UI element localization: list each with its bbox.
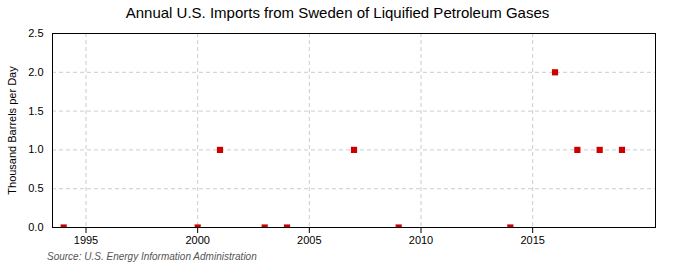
- svg-text:2.0: 2.0: [28, 66, 43, 78]
- svg-text:1995: 1995: [74, 234, 98, 246]
- svg-text:0.0: 0.0: [28, 221, 43, 233]
- svg-text:2.5: 2.5: [28, 27, 43, 39]
- svg-text:2015: 2015: [520, 234, 544, 246]
- svg-text:2010: 2010: [409, 234, 433, 246]
- svg-text:1.5: 1.5: [28, 105, 43, 117]
- svg-text:2000: 2000: [185, 234, 209, 246]
- svg-text:2005: 2005: [297, 234, 321, 246]
- svg-text:1.0: 1.0: [28, 143, 43, 155]
- html-text:Source: U.S. Energy Informatio: Source: U.S. Energy Information Administ…: [47, 251, 257, 262]
- svg-text:0.5: 0.5: [28, 182, 43, 194]
- html-text:Annual U.S. Imports from Swede: Annual U.S. Imports from Sweden of Liqui…: [125, 4, 550, 21]
- svg-text:Thousand Barrels per Day: Thousand Barrels per Day: [6, 66, 18, 195]
